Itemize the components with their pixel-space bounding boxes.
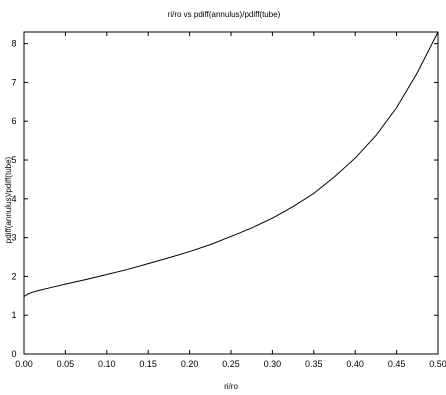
y-tick-label: 8 — [11, 39, 16, 49]
y-tick-label: 6 — [11, 116, 16, 126]
x-tick-label: 0.45 — [388, 359, 406, 369]
x-tick-label: 0.40 — [346, 359, 364, 369]
x-tick-label: 0.20 — [181, 359, 199, 369]
y-tick-label: 5 — [11, 155, 16, 165]
y-axis-label: pdiff(annulus)/pdiff(tube) — [4, 156, 13, 243]
x-axis-label: ri/ro — [224, 382, 238, 391]
x-tick-label: 0.15 — [139, 359, 157, 369]
y-tick-label: 7 — [11, 77, 16, 87]
y-tick-label: 0 — [11, 349, 16, 359]
y-tick-label: 2 — [11, 271, 16, 281]
tick-labels-layer: 0.00 0.05 0.10 0.15 0.20 0.25 0.30 0.35 0.40 0.45… — [11, 39, 446, 369]
y-tick-label: 4 — [11, 194, 16, 204]
x-tick-label: 0.25 — [222, 359, 240, 369]
plot-frame — [23, 31, 439, 355]
x-tick-label: 0.35 — [305, 359, 323, 369]
x-tick-label: 0.50 — [429, 359, 446, 369]
series-layer — [23, 31, 439, 297]
y-tick-label: 3 — [11, 233, 16, 243]
ticks-layer — [23, 32, 439, 355]
chart-title: ri/ro vs pdiff(annulus)/pdiff(tube) — [168, 10, 281, 19]
x-tick-label: 0.00 — [15, 359, 33, 369]
y-tick-label: 1 — [11, 310, 16, 320]
series-line — [23, 31, 439, 297]
x-tick-label: 0.05 — [57, 359, 75, 369]
x-tick-label: 0.30 — [264, 359, 282, 369]
x-tick-label: 0.10 — [98, 359, 116, 369]
